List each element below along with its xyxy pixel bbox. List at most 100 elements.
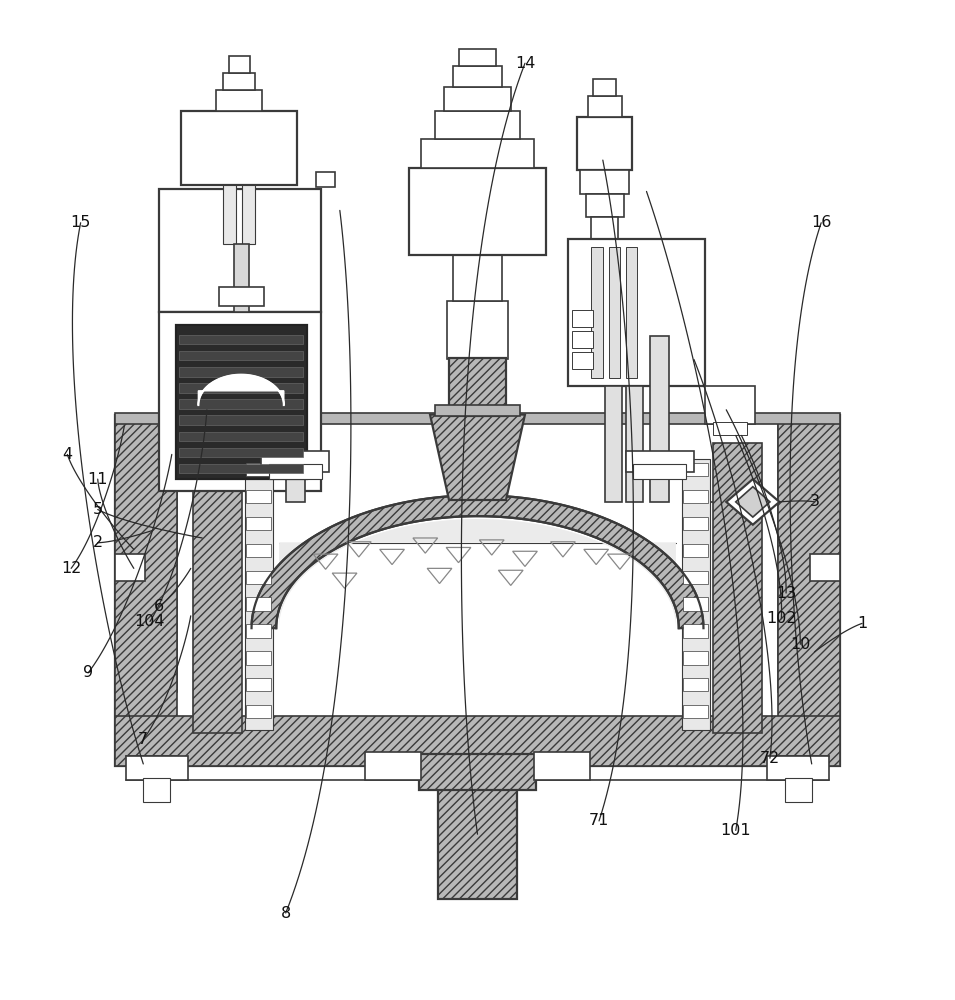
Bar (245, 544, 271, 557)
Bar (180, 335, 303, 344)
Bar (572, 352, 593, 369)
Text: 8: 8 (281, 906, 291, 921)
Bar (437, 761, 518, 899)
Bar (567, 239, 706, 386)
Text: 71: 71 (589, 813, 609, 828)
Bar (626, 451, 694, 472)
Text: 9: 9 (83, 665, 94, 680)
Polygon shape (735, 487, 770, 517)
Bar (180, 415, 303, 425)
Bar (572, 310, 593, 327)
Bar (572, 331, 593, 348)
Bar (453, 66, 502, 87)
Bar (444, 87, 511, 111)
Bar (449, 358, 506, 416)
Bar (223, 73, 255, 90)
Bar (245, 571, 271, 584)
Bar (244, 459, 273, 730)
Bar (585, 194, 624, 217)
Bar (580, 170, 629, 194)
Bar (286, 336, 305, 502)
Bar (683, 597, 709, 611)
Bar (591, 217, 618, 239)
Bar (418, 754, 537, 790)
Text: 5: 5 (93, 502, 103, 517)
Bar (713, 443, 762, 733)
Bar (180, 448, 303, 457)
Bar (193, 443, 242, 733)
Text: 101: 101 (720, 823, 751, 838)
Bar (180, 383, 303, 393)
Bar (591, 247, 603, 378)
Text: 102: 102 (766, 611, 796, 626)
Bar (633, 464, 687, 479)
Bar (418, 754, 537, 790)
Bar (245, 651, 271, 665)
Bar (180, 432, 303, 441)
Bar (682, 459, 711, 730)
Bar (245, 463, 271, 476)
Bar (245, 517, 271, 530)
Bar (217, 90, 262, 111)
Bar (587, 96, 622, 117)
Text: 10: 10 (790, 637, 811, 652)
Bar (683, 624, 709, 638)
Bar (778, 415, 840, 766)
Bar (234, 244, 248, 312)
Polygon shape (726, 479, 779, 525)
Bar (180, 399, 303, 409)
Bar (449, 358, 506, 416)
Polygon shape (251, 495, 704, 628)
Bar (447, 301, 508, 359)
Bar (683, 678, 709, 691)
Text: 16: 16 (811, 215, 832, 230)
Polygon shape (199, 375, 284, 405)
Text: 3: 3 (810, 494, 819, 509)
Bar (366, 752, 420, 780)
Bar (810, 554, 840, 581)
Bar (242, 185, 255, 244)
Bar (435, 111, 520, 139)
Bar (159, 312, 321, 491)
Text: 15: 15 (71, 215, 91, 230)
Bar (245, 624, 271, 638)
Bar (683, 490, 709, 503)
Text: 14: 14 (515, 56, 535, 71)
Bar (316, 172, 335, 187)
Bar (605, 386, 622, 502)
Bar (435, 405, 520, 416)
Bar (593, 79, 616, 96)
Bar (453, 255, 502, 301)
Bar (683, 517, 709, 530)
Bar (115, 415, 177, 692)
Text: 12: 12 (61, 561, 81, 576)
Bar (767, 756, 829, 780)
Bar (437, 761, 518, 899)
Text: 11: 11 (88, 472, 108, 487)
Bar (683, 651, 709, 665)
Bar (176, 325, 307, 479)
Bar (220, 287, 264, 306)
Bar (245, 490, 271, 503)
Bar (778, 415, 840, 692)
Text: 4: 4 (62, 447, 73, 462)
Text: 104: 104 (135, 614, 165, 629)
Bar (245, 678, 271, 691)
Bar (577, 117, 632, 170)
Bar (229, 56, 249, 73)
Bar (409, 168, 546, 255)
Bar (261, 451, 329, 472)
Bar (180, 367, 303, 377)
Bar (683, 463, 709, 476)
Bar (245, 705, 271, 718)
Polygon shape (279, 519, 676, 628)
Bar (683, 544, 709, 557)
Bar (180, 464, 303, 473)
Bar (115, 415, 840, 766)
Bar (181, 111, 297, 185)
Bar (268, 464, 322, 479)
Bar (180, 351, 303, 360)
Bar (785, 778, 812, 802)
Bar (126, 756, 188, 780)
Text: 2: 2 (93, 535, 103, 550)
